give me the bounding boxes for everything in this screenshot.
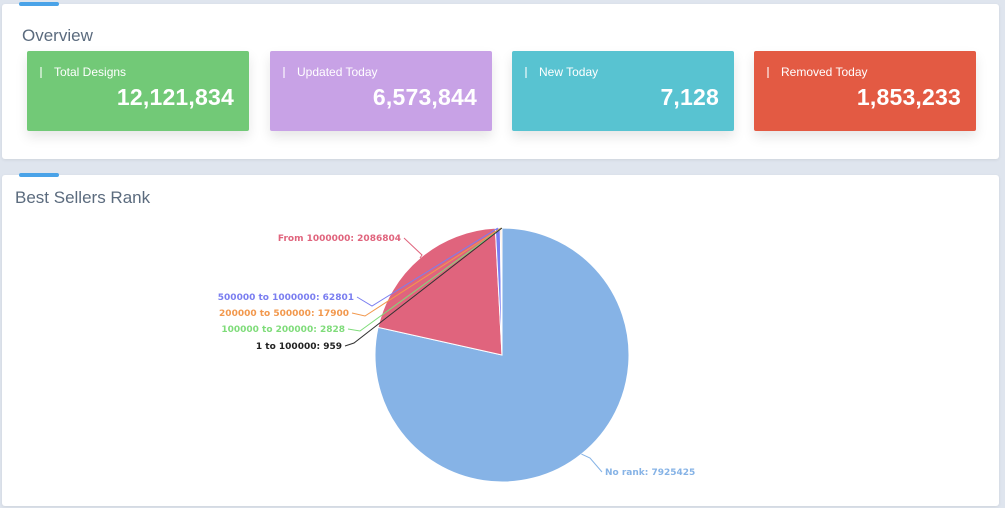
stat-card-total-designs: Total Designs 12,121,834 [27,51,249,131]
panel-accent-bar [19,173,59,177]
stat-card-new-today: New Today 7,128 [512,51,734,131]
pie-leader-line [356,227,499,307]
best-sellers-rank-title: Best Sellers Rank [15,188,151,207]
overview-panel: Overview Total Designs 12,121,834 Update… [2,2,999,159]
stat-card-removed-today: Removed Today 1,853,233 [754,51,976,131]
stat-value: 12,121,834 [116,84,234,110]
best-sellers-rank-pie-chart: No rank: 7925425 From 1000000: 2086804 500… [218,227,695,483]
card-label-bar [283,67,285,78]
pie-slice-label: 1 to 100000: 959 [256,342,342,352]
pie-leader-line [403,237,423,259]
best-sellers-rank-panel: Best Sellers Rank No rank: 7925425 From 1… [2,173,999,506]
pie-slice-label: No rank: 7925425 [605,468,695,478]
stat-label: Updated Today [297,65,378,79]
stat-value: 7,128 [660,84,719,110]
stat-value: 1,853,233 [856,84,961,110]
pie-leader-line [344,227,503,347]
pie-leader-line [347,227,503,332]
pie-slice-label: 100000 to 200000: 2828 [221,325,345,335]
stat-card-updated-today: Updated Today 6,573,844 [270,51,492,131]
card-label-bar [525,67,527,78]
overview-title: Overview [22,26,93,45]
pie-slice[interactable] [374,227,630,483]
stat-label: New Today [539,65,599,79]
pie-leader-line [351,227,502,317]
pie-slice-label: 200000 to 500000: 17900 [219,309,349,319]
stat-value: 6,573,844 [372,84,477,110]
stat-label: Total Designs [54,65,127,79]
stat-label: Removed Today [781,65,868,79]
panel-accent-bar [19,2,59,6]
pie-slice-label: 500000 to 1000000: 62801 [218,293,354,303]
pie-slice-label: From 1000000: 2086804 [278,234,401,244]
card-label-bar [40,67,42,78]
pie-leader-line [581,453,603,473]
card-label-bar [767,67,769,78]
